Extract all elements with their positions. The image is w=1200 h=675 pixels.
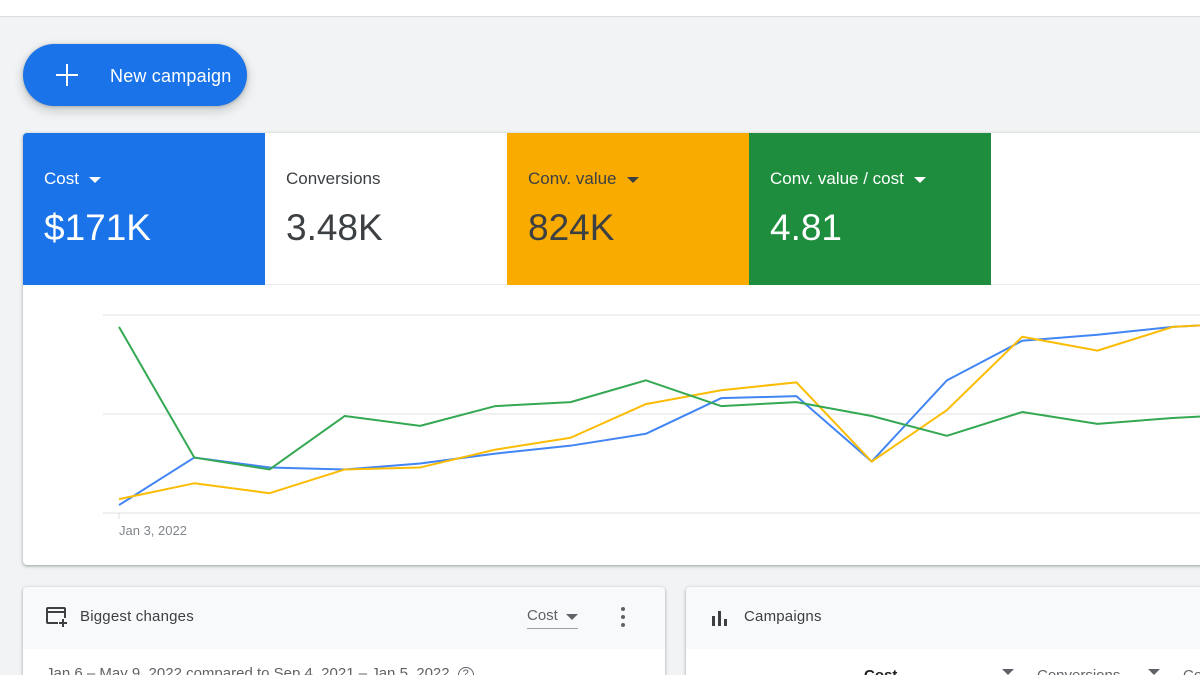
metric-card-conversions[interactable]: Conversions 3.48K [265,133,507,285]
metric-value: 4.81 [770,207,843,248]
x-tick-label: Jan 3, 2022 [119,523,187,538]
new-campaign-label: New campaign [110,66,232,86]
sort-caret-icon[interactable] [1148,667,1160,675]
metric-name: Conv. value / cost [770,169,904,188]
metric-value: 3.48K [286,207,383,248]
top-bar [0,0,1200,17]
panel-title: Campaigns [744,608,822,625]
more-options-icon[interactable] [619,605,627,629]
column-header-conv[interactable]: Co [1183,667,1200,675]
date-range-text: Jan 6 – May 9, 2022 compared to Sep 4, 2… [46,665,474,675]
metric-name: Cost [44,169,79,188]
column-label: Conversions [1037,667,1120,675]
panel-title: Biggest changes [80,608,194,625]
metric-name: Conversions [286,169,381,188]
dropdown-caret-icon[interactable] [913,177,926,183]
bar-chart-icon [712,611,727,626]
performance-line-chart: Jan 3, 2022 [103,314,1200,538]
metric-card-conv-value[interactable]: Conv. value 824K [507,133,749,285]
panel-header: Campaigns [686,587,1200,649]
panel-header: Biggest changes Cost [23,587,665,649]
new-campaign-button[interactable]: New campaign [23,44,247,106]
metric-name: Conv. value [528,169,617,188]
column-header-cost[interactable]: Cost [864,667,897,675]
biggest-changes-icon [46,607,68,627]
metric-card-conv-value-per-cost[interactable]: Conv. value / cost 4.81 [749,133,991,285]
metric-value: $171K [44,207,151,248]
metric-select[interactable]: Cost [527,607,578,629]
help-icon[interactable]: ? [457,667,474,675]
column-label: Cost [864,667,897,675]
biggest-changes-panel: Biggest changes Cost Jan 6 – May 9, 2022… [23,587,665,675]
metric-tabs: Cost $171K Conversions 3.48K Conv. value… [23,133,991,285]
plus-icon [56,64,78,86]
dropdown-caret-icon[interactable] [88,177,101,183]
series-line-conv-value-cost[interactable] [118,326,1200,471]
metric-value: 824K [528,207,615,248]
chevron-down-icon [565,613,578,620]
series-line-conv-value[interactable] [118,323,1200,501]
divider [991,284,1200,285]
metric-card-cost[interactable]: Cost $171K [23,133,265,285]
campaigns-panel: Campaigns Cost Conversions Co [686,587,1200,675]
column-label: Co [1183,667,1200,675]
dropdown-caret-icon[interactable] [626,177,639,183]
metric-select-value: Cost [527,607,558,624]
sort-caret-icon[interactable] [1002,667,1014,675]
performance-card: Cost $171K Conversions 3.48K Conv. value… [23,133,1200,565]
date-range-label: Jan 6 – May 9, 2022 compared to Sep 4, 2… [46,665,450,675]
series-line-cost[interactable] [118,323,1200,506]
column-header-conversions[interactable]: Conversions [1037,667,1120,675]
